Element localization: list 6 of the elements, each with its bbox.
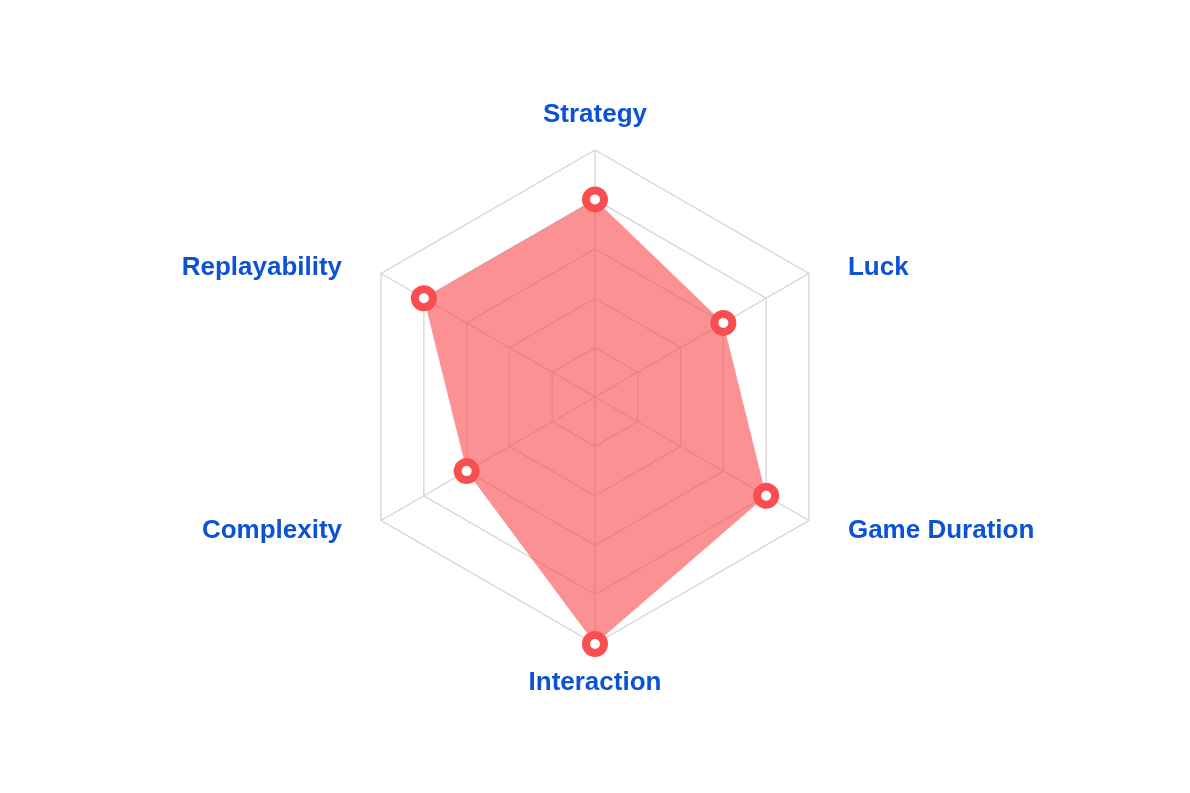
spoke-label: Replayability	[181, 250, 343, 281]
spoke-label: Interaction	[528, 666, 662, 696]
spoke-label: Game Duration	[847, 513, 1035, 544]
spoke-label: Luck	[847, 250, 910, 281]
spoke-label: Strategy	[542, 98, 648, 128]
spoke-label: Complexity	[201, 513, 343, 544]
